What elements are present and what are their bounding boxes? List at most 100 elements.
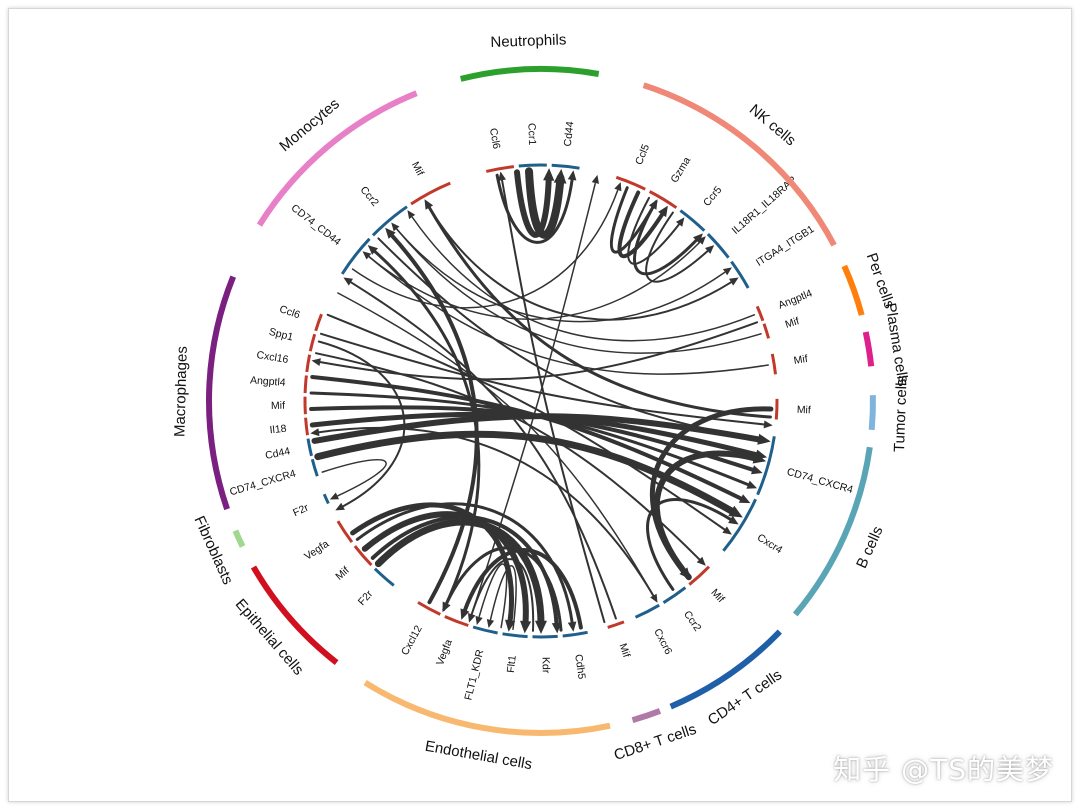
chord-arrowhead xyxy=(728,505,743,518)
chord-link xyxy=(392,224,726,323)
chord-link xyxy=(368,256,769,375)
gene-label: Cd44 xyxy=(264,445,291,462)
gene-segment xyxy=(306,438,313,457)
gene-segment xyxy=(410,181,451,206)
chord-link xyxy=(646,498,733,591)
gene-label: Flt1 xyxy=(505,655,519,674)
gene-segment xyxy=(634,603,660,619)
gene-segment xyxy=(607,620,625,629)
gene-label: Mif xyxy=(784,315,801,331)
chord-link xyxy=(314,430,739,517)
gene-segment xyxy=(774,398,779,420)
chord-arrowhead xyxy=(746,480,757,489)
chord-arrowhead xyxy=(407,210,416,220)
gene-segment xyxy=(310,458,319,477)
group-label-neutrophils: Neutrophils xyxy=(490,31,566,51)
group-arc-per-cells xyxy=(841,264,865,316)
gene-segment xyxy=(472,625,498,635)
chord-link xyxy=(315,352,701,561)
chord-link xyxy=(377,237,763,441)
group-arc-b-cells xyxy=(793,446,873,617)
chord-arrowhead xyxy=(343,277,353,286)
gene-segment xyxy=(756,436,776,496)
chord-arrowhead xyxy=(385,227,396,239)
gene-label: Mif xyxy=(409,160,426,178)
chord-arrowhead xyxy=(498,171,506,181)
gene-segment xyxy=(308,333,317,352)
gene-segment xyxy=(518,163,547,168)
group-label-macrophages: Macrophages xyxy=(171,346,190,437)
chord-link xyxy=(427,205,772,419)
gene-segment xyxy=(551,163,580,170)
gene-label: Mif xyxy=(793,353,809,367)
gene-label: Cxcl16 xyxy=(256,349,290,366)
gene-label: CD74_CXCR4 xyxy=(785,466,854,496)
group-label-cd8-t-cells: CD8+ T cells xyxy=(612,721,699,764)
chord-link xyxy=(373,249,481,611)
gene-segment xyxy=(444,615,469,627)
gene-segment xyxy=(314,313,323,332)
gene-label: F2r xyxy=(356,588,376,608)
chord-arrowhead xyxy=(761,436,771,444)
chord-arrowhead xyxy=(728,515,739,525)
gene-segment xyxy=(615,175,646,191)
chord-arrowhead xyxy=(591,174,599,184)
gene-label: Ccr5 xyxy=(701,184,725,209)
chord-arrowhead xyxy=(693,233,703,244)
chord-arrowhead xyxy=(535,620,547,634)
figure-frame: Ccl6 Ccr1 Cd44 Ccl5 Gzma Ccr5 IL18R1_IL18RAP IT… xyxy=(8,8,1072,802)
gene-label: FLT1_KDR xyxy=(462,648,486,702)
group-label-tumor-cells: Tumor cells xyxy=(891,375,911,453)
watermark-text: 知乎 @TS的美梦 xyxy=(833,753,1054,786)
gene-segment xyxy=(730,260,750,289)
chord-link xyxy=(462,548,583,630)
chord-arrowhead xyxy=(460,608,470,620)
chord-arrowhead xyxy=(543,168,555,181)
gene-label: Cxcl12 xyxy=(399,623,425,657)
chord-link xyxy=(425,200,732,321)
gene-label: CD74_CXCR4 xyxy=(228,468,297,499)
chord-link xyxy=(351,189,619,309)
chord-link xyxy=(321,458,387,497)
group-label-plasma-cells: Plasma cells xyxy=(882,302,912,388)
gene-label: Cxcr4 xyxy=(755,532,785,557)
gene-label: ITGA4_ITGB1 xyxy=(754,223,817,269)
gene-segment xyxy=(371,205,408,237)
chord-link xyxy=(617,190,665,259)
gene-segment xyxy=(417,601,441,616)
gene-segment xyxy=(305,354,312,373)
gene-label: Cdh5 xyxy=(572,653,588,680)
group-arc-epithelial-cells xyxy=(250,565,339,665)
chord-link xyxy=(525,167,565,239)
chord-link xyxy=(478,563,508,629)
chord-arrowhead xyxy=(553,168,567,184)
gene-segment xyxy=(304,417,309,436)
chord-arrowhead xyxy=(367,245,378,255)
gene-label: CD74_CD44 xyxy=(289,202,343,248)
gene-segment xyxy=(706,233,730,259)
chord-arrowhead xyxy=(614,182,622,192)
gene-segment xyxy=(532,634,558,639)
chord-link xyxy=(337,292,654,596)
chord-link xyxy=(350,281,617,620)
group-arc-nk-cells xyxy=(642,82,837,247)
chord-link xyxy=(489,565,517,631)
group-arc-cd8-t-cells xyxy=(631,708,662,723)
chord-arrowhead xyxy=(551,622,562,634)
chord-arrowhead xyxy=(751,465,763,475)
chord-arrowhead xyxy=(329,492,339,500)
group-arc-endothelial-cells xyxy=(363,680,611,736)
chord-link xyxy=(411,216,756,342)
chord-arrowhead xyxy=(722,526,732,535)
gene-label: F2r xyxy=(291,502,311,520)
chord-link xyxy=(653,450,761,581)
chord-arrowhead xyxy=(335,502,345,511)
group-arc-monocytes xyxy=(256,90,418,227)
chord-link xyxy=(645,211,709,283)
gene-label: Ccr1 xyxy=(525,123,538,146)
chord-link xyxy=(310,375,745,502)
gene-label: Kdr xyxy=(540,657,552,674)
group-label-fibroblasts: Fibroblasts xyxy=(190,513,236,587)
group-label-cd4-t-cells: CD4+ T cells xyxy=(705,666,785,729)
